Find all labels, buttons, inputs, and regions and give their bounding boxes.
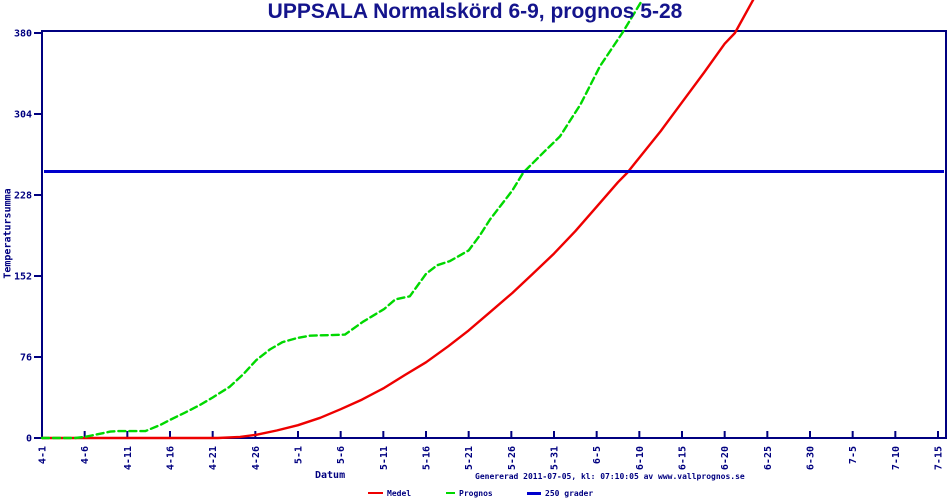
legend-label-medel: Medel <box>387 488 412 498</box>
legend-label-prognos: Prognos <box>459 488 493 498</box>
x-tick-label: 6-25 <box>763 446 774 470</box>
y-tick-label: 0 <box>26 434 32 445</box>
legend-item-prognos: Prognos <box>446 488 493 498</box>
y-tick-label: 228 <box>14 191 32 202</box>
x-tick-label: 4-11 <box>123 446 134 470</box>
x-tick-label: 5-31 <box>550 446 561 470</box>
x-tick-label: 5-1 <box>294 446 305 464</box>
y-tick-label: 76 <box>20 353 32 364</box>
legend-label-250-grader: 250 grader <box>545 488 594 498</box>
chart-title: UPPSALA Normalskörd 6-9, prognos 5-28 <box>267 0 683 23</box>
series-prognos <box>40 0 643 440</box>
x-tick-label: 7-5 <box>848 446 859 464</box>
x-tick-label: 6-20 <box>720 446 731 470</box>
x-tick-label: 6-10 <box>635 446 646 470</box>
x-tick-label: 5-26 <box>507 446 518 470</box>
x-tick-label: 5-21 <box>464 446 475 470</box>
series-medel <box>40 0 755 440</box>
x-tick-label: 4-6 <box>80 446 91 464</box>
medel-line-swatch <box>368 492 383 494</box>
x-tick-label: 7-15 <box>934 446 945 470</box>
legend-item-medel: Medel <box>368 488 411 498</box>
y-tick-label: 304 <box>14 110 32 121</box>
x-tick-label: 5-11 <box>379 446 390 470</box>
y-axis-title: Temperatursumma <box>2 188 14 279</box>
x-tick-label: 5-6 <box>336 446 347 464</box>
generated-timestamp: Genererad 2011-07-05, kl: 07:10:05 av ww… <box>475 472 745 481</box>
legend-item-250-grader: 250 grader <box>527 488 593 498</box>
y-tick-label: 380 <box>14 29 32 40</box>
x-tick-label: 7-10 <box>891 446 902 470</box>
x-axis-title: Datum <box>315 470 346 481</box>
prognos-line-swatch <box>446 492 455 494</box>
x-tick-label: 5-16 <box>422 446 433 470</box>
plot-border <box>41 30 947 439</box>
x-tick-label: 6-15 <box>678 446 689 470</box>
x-tick-label: 4-21 <box>208 446 219 470</box>
x-tick-label: 6-5 <box>592 446 603 464</box>
threshold-line-swatch <box>527 491 541 495</box>
x-tick-label: 4-1 <box>38 446 49 464</box>
x-tick-label: 4-26 <box>251 446 262 470</box>
x-tick-label: 6-30 <box>806 446 817 470</box>
y-tick-label: 152 <box>14 272 32 283</box>
x-tick-label: 4-16 <box>166 446 177 470</box>
